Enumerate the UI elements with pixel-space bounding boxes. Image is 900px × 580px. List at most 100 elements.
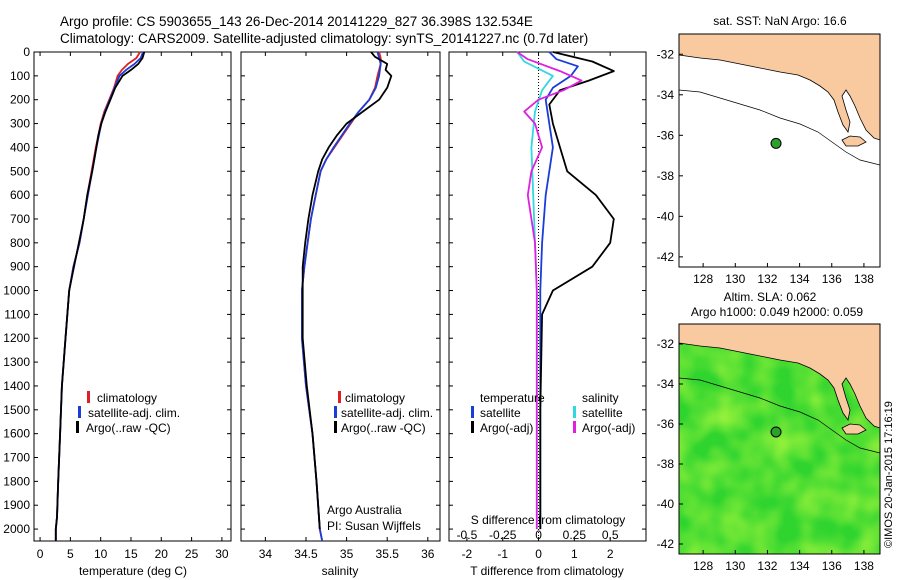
lat-tick-label: -40: [657, 497, 675, 511]
x-tick-label: -1: [497, 547, 508, 561]
lon-tick-label: 132: [757, 559, 777, 573]
depth-tick-label: 1700: [3, 451, 30, 465]
x-tick-label: 10: [94, 547, 108, 561]
difference-y-ticks: [449, 51, 646, 530]
x-tick-label: 0: [535, 547, 542, 561]
lat-tick-label: -32: [657, 47, 675, 61]
sla-map-title: Altim. SLA: 0.062: [724, 290, 817, 304]
sla-map-panel: Altim. SLA: 0.062 Argo h1000: 0.049 h200…: [657, 290, 881, 573]
lon-tick-label: 132: [757, 272, 777, 286]
legend-label-s-argo: Argo(-adj): [582, 421, 635, 435]
land-mass: [679, 324, 880, 429]
s-tick-label: 0.25: [563, 528, 587, 542]
depth-axis: 0 100 200 300 400 500 600 700 800 900 1000 1100 1200…: [3, 45, 231, 536]
lat-tick-label: -34: [657, 88, 675, 102]
salinity-y-ticks: [241, 51, 440, 530]
lon-tick-label: 134: [790, 272, 810, 286]
depth-tick-label: 2000: [3, 522, 30, 536]
salinity-panel: 34 34.5 35 35.5 36 salinity climatology sate…: [240, 51, 441, 578]
depth-tick-label: 500: [10, 164, 30, 178]
s-tick-label: 0: [535, 528, 542, 542]
sla-map-axes: 128 130 132 134 136 138 -32 -34 -36 -38 -40 -42: [657, 337, 875, 573]
pi-credit: PI: Susan Wijffels: [327, 519, 421, 533]
lat-tick-label: -36: [657, 128, 675, 142]
sst-map-panel: sat. SST: NaN Argo: 16.6 128 130 132 134 136…: [657, 14, 881, 286]
x-tick-label: 35.5: [376, 547, 400, 561]
lat-tick-label: -32: [657, 337, 675, 351]
institution-credit: Argo Australia: [327, 503, 402, 517]
lat-tick-label: -42: [657, 250, 675, 264]
depth-tick-label: 400: [10, 140, 30, 154]
salinity-profiles: [300, 51, 393, 542]
sst-map-area: [679, 34, 880, 267]
shelf-contour: [679, 89, 880, 166]
temperature-axes-frame: [33, 51, 232, 542]
s-difference-tick-labels: -0.5 -0.25 0 0.25 0.5: [457, 528, 619, 542]
x-tick-label: 34: [259, 547, 273, 561]
legend-label-satellite: satellite-adj. clim.: [88, 406, 180, 420]
depth-tick-label: 200: [10, 93, 30, 107]
legend-swatch-s-satellite: [573, 406, 576, 418]
imos-watermark: ©IMOS 20-Jan-2015 17:16:19: [883, 401, 895, 548]
kangaroo-island: [841, 423, 867, 435]
x-tick-label: 0: [37, 547, 44, 561]
salinity-legend: climatology satellite-adj. clim. Argo(..…: [334, 391, 433, 435]
sst-map-frame: [678, 33, 881, 268]
x-tick-label: 5: [67, 547, 74, 561]
x-tick-label: -2: [462, 547, 473, 561]
salinity-axes-frame: [240, 51, 441, 542]
s-difference-label: S difference from climatology: [471, 513, 626, 527]
x-tick-label: 35: [340, 547, 354, 561]
x-tick-label: 34.5: [294, 547, 318, 561]
depth-tick-label: 1500: [3, 403, 30, 417]
legend-label-climatology: climatology: [345, 391, 405, 405]
s-tick-label: -0.25: [489, 528, 517, 542]
lon-tick-label: 128: [693, 272, 713, 286]
temperature-panel: 0100200300400500600700800900100011001200…: [3, 45, 232, 578]
lon-tick-label: 130: [725, 559, 745, 573]
lat-tick-label: -36: [657, 417, 675, 431]
temperature-legend: climatology satellite-adj. clim. Argo(..…: [76, 391, 180, 435]
depth-tick-label: 700: [10, 212, 30, 226]
legend-title-salinity: salinity: [582, 391, 619, 405]
x-tick-label: 15: [124, 547, 138, 561]
sla-map-area: [679, 324, 880, 554]
profile-line-argo-raw-qc: [301, 51, 393, 530]
lat-tick-label: -34: [657, 377, 675, 391]
depth-tick-label: 1100: [4, 307, 30, 321]
kangaroo-island: [841, 135, 867, 147]
depth-tick-label: 1200: [3, 331, 30, 345]
float-position-marker: [770, 426, 782, 438]
profile-line-s-argo-adj: [516, 51, 583, 530]
depth-tick-label: 800: [10, 236, 30, 250]
legend-label-argo: Argo(..raw -QC): [86, 421, 171, 435]
x-tick-label: 2: [607, 547, 614, 561]
legend-swatch-climatology: [87, 391, 90, 403]
lat-tick-label: -38: [657, 169, 675, 183]
difference-axes-frame: [448, 51, 647, 542]
lon-tick-label: 136: [822, 272, 842, 286]
sst-map-title: sat. SST: NaN Argo: 16.6: [713, 14, 847, 28]
legend-swatch-t-argo: [471, 421, 474, 433]
lat-tick-label: -42: [657, 537, 675, 551]
x-tick-label: 30: [215, 547, 229, 561]
lon-tick-label: 138: [854, 559, 874, 573]
difference-legend: temperature satellite Argo(-adj) salinit…: [471, 391, 635, 435]
land-mass: [679, 34, 880, 141]
x-tick-label: 25: [185, 547, 199, 561]
lon-tick-label: 138: [854, 272, 874, 286]
salinity-x-label: salinity: [322, 564, 359, 578]
s-tick-label: -0.5: [457, 528, 478, 542]
lat-tick-label: -40: [657, 209, 675, 223]
legend-swatch-argo: [334, 421, 337, 433]
legend-swatch-satellite: [78, 406, 81, 418]
depth-tick-label: 1800: [3, 474, 30, 488]
depth-tick-label: 900: [10, 260, 30, 274]
depth-tick-label: 0: [23, 45, 30, 59]
profile-line-t-argo-adj: [539, 51, 615, 530]
figure-title-line2: Climatology: CARS2009. Satellite-adjuste…: [60, 31, 588, 46]
x-tick-label: 36: [421, 547, 435, 561]
float-position-marker: [770, 137, 782, 149]
lon-tick-label: 136: [822, 559, 842, 573]
sla-map-frame: [678, 323, 881, 555]
